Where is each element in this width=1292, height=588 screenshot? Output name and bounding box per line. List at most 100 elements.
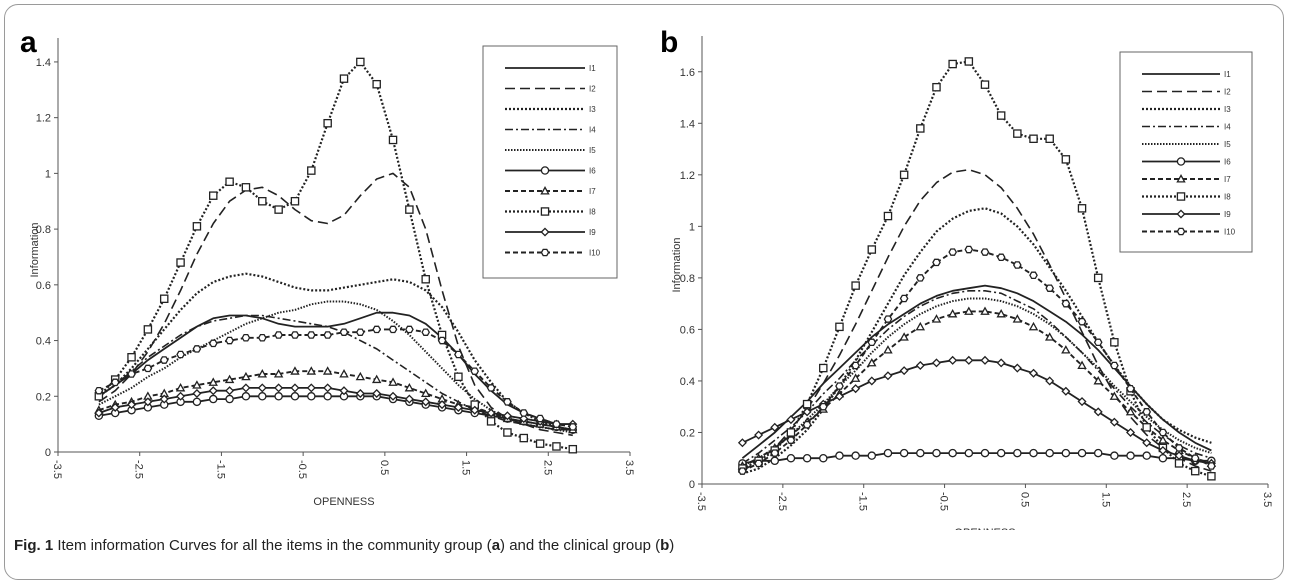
data-point-marker bbox=[486, 384, 496, 392]
data-point-marker bbox=[786, 428, 796, 437]
data-point-marker bbox=[552, 442, 561, 451]
legend-label-i8: I8 bbox=[589, 208, 596, 217]
data-point-marker bbox=[519, 414, 529, 424]
legend-label-i9: I9 bbox=[589, 228, 596, 237]
data-point-marker bbox=[1158, 428, 1168, 437]
data-point-marker bbox=[1126, 427, 1136, 437]
data-point-marker bbox=[159, 294, 169, 304]
data-point-marker bbox=[192, 397, 202, 407]
data-point-marker bbox=[948, 59, 957, 69]
data-point-marker bbox=[1190, 466, 1200, 476]
data-point-marker bbox=[454, 350, 463, 359]
x-tick-label: 3.5 bbox=[623, 460, 635, 475]
legend-label-i10: I10 bbox=[589, 249, 601, 258]
data-point-marker bbox=[1029, 271, 1038, 280]
legend-label-i1: I1 bbox=[589, 64, 596, 73]
data-point-marker bbox=[339, 369, 349, 378]
data-point-marker bbox=[192, 345, 202, 353]
series-line bbox=[98, 272, 573, 431]
x-tick-label: -3.5 bbox=[695, 492, 707, 511]
data-point-marker bbox=[306, 366, 317, 375]
data-point-marker bbox=[290, 392, 300, 401]
data-point-marker bbox=[1061, 299, 1071, 308]
data-point-marker bbox=[437, 400, 447, 410]
data-point-marker bbox=[143, 364, 153, 373]
data-point-marker bbox=[1045, 134, 1054, 144]
data-point-marker bbox=[834, 391, 844, 401]
data-point-marker bbox=[1012, 314, 1023, 323]
data-point-marker bbox=[371, 374, 382, 384]
data-point-marker bbox=[867, 338, 877, 347]
data-point-marker bbox=[1093, 448, 1103, 458]
data-point-marker bbox=[568, 423, 578, 431]
legend-label-i6: I6 bbox=[589, 167, 596, 176]
y-tick-label: 1.4 bbox=[680, 118, 695, 130]
series-line bbox=[741, 168, 1212, 472]
data-point-marker bbox=[1045, 448, 1054, 458]
data-point-marker bbox=[1109, 391, 1120, 400]
y-tick-label: 0 bbox=[45, 447, 51, 459]
legend-marker-i10 bbox=[1176, 227, 1186, 236]
legend-label-i9: I9 bbox=[1224, 210, 1231, 219]
data-point-marker bbox=[372, 388, 382, 399]
y-tick-label: 1.4 bbox=[36, 57, 51, 69]
data-point-marker bbox=[388, 391, 398, 401]
data-point-marker bbox=[754, 459, 763, 468]
data-point-marker bbox=[964, 448, 974, 458]
legend-label-i6: I6 bbox=[1224, 158, 1231, 167]
series-i1 bbox=[98, 311, 573, 426]
series-i2 bbox=[98, 172, 573, 437]
legend-box bbox=[1119, 51, 1253, 253]
data-point-marker bbox=[867, 376, 877, 386]
y-axis-label: Information bbox=[671, 237, 683, 292]
data-point-marker bbox=[883, 315, 893, 323]
data-point-marker bbox=[851, 281, 860, 290]
data-point-marker bbox=[786, 436, 796, 444]
series-i1 bbox=[741, 284, 1212, 459]
y-axis-label: Information bbox=[29, 222, 41, 277]
series-line bbox=[741, 248, 1212, 472]
legend-label-i4: I4 bbox=[1224, 123, 1231, 132]
x-tick-label: -0.5 bbox=[296, 460, 308, 479]
data-point-marker bbox=[290, 196, 300, 206]
data-point-marker bbox=[94, 408, 104, 418]
panel-label-b: b bbox=[660, 26, 678, 59]
data-point-marker bbox=[307, 392, 316, 401]
series-i7 bbox=[737, 306, 1217, 470]
data-point-marker bbox=[535, 439, 545, 448]
caption-text-1: Item information Curves for all the item… bbox=[53, 537, 492, 554]
series-line bbox=[741, 297, 1212, 467]
data-point-marker bbox=[339, 74, 349, 83]
y-tick-label: 0.8 bbox=[36, 224, 51, 236]
caption-text-3: ) bbox=[669, 537, 675, 554]
x-tick-label: -2.5 bbox=[776, 492, 788, 511]
y-tick-label: 1 bbox=[689, 221, 695, 233]
data-point-marker bbox=[502, 411, 512, 421]
data-point-marker bbox=[916, 448, 925, 458]
series-i5 bbox=[98, 300, 573, 434]
data-point-marker bbox=[241, 371, 251, 381]
data-point-marker bbox=[175, 382, 186, 392]
legend-label-i1: I1 bbox=[1224, 70, 1231, 79]
x-tick-label: -2.5 bbox=[133, 460, 145, 479]
data-point-marker bbox=[964, 355, 974, 365]
data-point-marker bbox=[964, 57, 974, 66]
y-tick-label: 0.4 bbox=[680, 376, 695, 388]
data-point-marker bbox=[208, 386, 218, 396]
data-point-marker bbox=[931, 314, 942, 323]
x-axis-label: OPENNESS bbox=[313, 496, 374, 508]
legend-label-i2: I2 bbox=[589, 85, 596, 94]
data-point-marker bbox=[503, 398, 512, 406]
legend-label-i4: I4 bbox=[589, 126, 596, 135]
data-point-marker bbox=[1077, 360, 1087, 370]
data-point-marker bbox=[1142, 438, 1152, 448]
data-point-marker bbox=[1093, 273, 1103, 283]
data-point-marker bbox=[225, 394, 234, 404]
chart-panel-b: b 0 0.2 0.4 0.6 0.8 1 1.2 1.4 1.6 -3.5 -2.5 -1.5 -0.… bbox=[660, 26, 1273, 530]
data-point-marker bbox=[996, 358, 1006, 368]
x-tick-label: -0.5 bbox=[938, 492, 950, 511]
data-point-marker bbox=[802, 399, 812, 409]
series-i10 bbox=[94, 325, 578, 431]
series-line bbox=[98, 311, 573, 426]
data-point-marker bbox=[1061, 386, 1071, 396]
